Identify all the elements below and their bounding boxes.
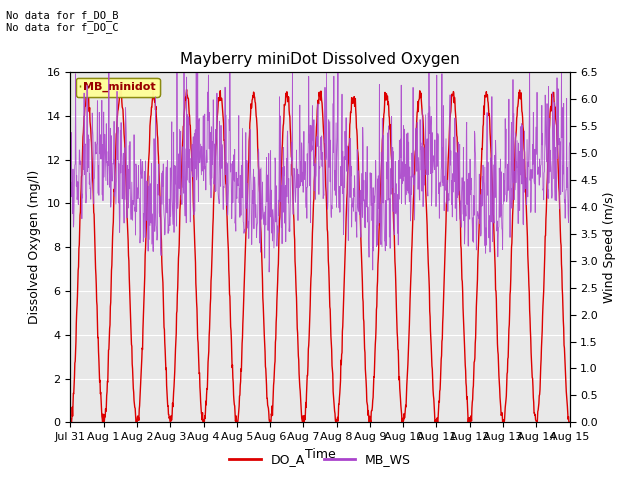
Title: Mayberry miniDot Dissolved Oxygen: Mayberry miniDot Dissolved Oxygen (180, 52, 460, 67)
Y-axis label: Wind Speed (m/s): Wind Speed (m/s) (604, 192, 616, 303)
Text: No data for f_DO_B
No data for f_DO_C: No data for f_DO_B No data for f_DO_C (6, 10, 119, 33)
Y-axis label: Dissolved Oxygen (mg/l): Dissolved Oxygen (mg/l) (28, 170, 41, 324)
Legend: MB_minidot: MB_minidot (76, 78, 160, 96)
X-axis label: Time: Time (305, 448, 335, 461)
Legend: DO_A, MB_WS: DO_A, MB_WS (224, 448, 416, 471)
